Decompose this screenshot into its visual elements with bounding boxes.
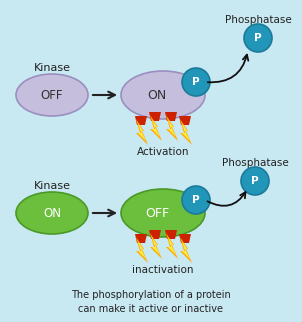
Polygon shape (165, 112, 177, 121)
Polygon shape (180, 237, 192, 263)
Polygon shape (149, 112, 161, 121)
Circle shape (182, 68, 210, 96)
Text: OFF: OFF (41, 89, 63, 101)
Polygon shape (166, 115, 178, 141)
Polygon shape (168, 119, 176, 137)
Polygon shape (180, 119, 192, 145)
Polygon shape (165, 230, 177, 239)
Text: Kinase: Kinase (34, 63, 70, 73)
Circle shape (244, 24, 272, 52)
Polygon shape (179, 234, 191, 243)
Circle shape (182, 186, 210, 214)
Text: Phosphatase: Phosphatase (222, 158, 288, 168)
Polygon shape (138, 123, 146, 141)
Polygon shape (150, 115, 162, 141)
Text: P: P (251, 176, 259, 186)
FancyArrowPatch shape (207, 192, 246, 206)
Text: Kinase: Kinase (34, 181, 70, 191)
Polygon shape (135, 234, 147, 243)
Polygon shape (182, 241, 190, 259)
Text: ON: ON (147, 89, 167, 101)
Text: Activation: Activation (137, 147, 189, 157)
Polygon shape (150, 233, 162, 259)
Polygon shape (166, 233, 178, 259)
Circle shape (241, 167, 269, 195)
Text: Phosphatase: Phosphatase (225, 15, 291, 25)
Polygon shape (168, 237, 176, 255)
Polygon shape (136, 119, 148, 145)
Polygon shape (138, 241, 146, 259)
Text: OFF: OFF (145, 206, 169, 220)
Polygon shape (179, 116, 191, 125)
Text: P: P (192, 195, 200, 205)
Text: ON: ON (43, 206, 61, 220)
Ellipse shape (121, 71, 205, 119)
Polygon shape (152, 119, 160, 137)
Ellipse shape (121, 189, 205, 237)
Polygon shape (182, 123, 190, 141)
Text: P: P (254, 33, 262, 43)
Polygon shape (152, 237, 160, 255)
Polygon shape (149, 230, 161, 239)
Ellipse shape (16, 192, 88, 234)
FancyArrowPatch shape (208, 55, 248, 82)
Text: P: P (192, 77, 200, 87)
Text: The phosphorylation of a protein
can make it active or inactive: The phosphorylation of a protein can mak… (71, 290, 231, 314)
Text: inactivation: inactivation (132, 265, 194, 275)
Ellipse shape (16, 74, 88, 116)
Polygon shape (135, 116, 147, 125)
Polygon shape (136, 237, 148, 263)
